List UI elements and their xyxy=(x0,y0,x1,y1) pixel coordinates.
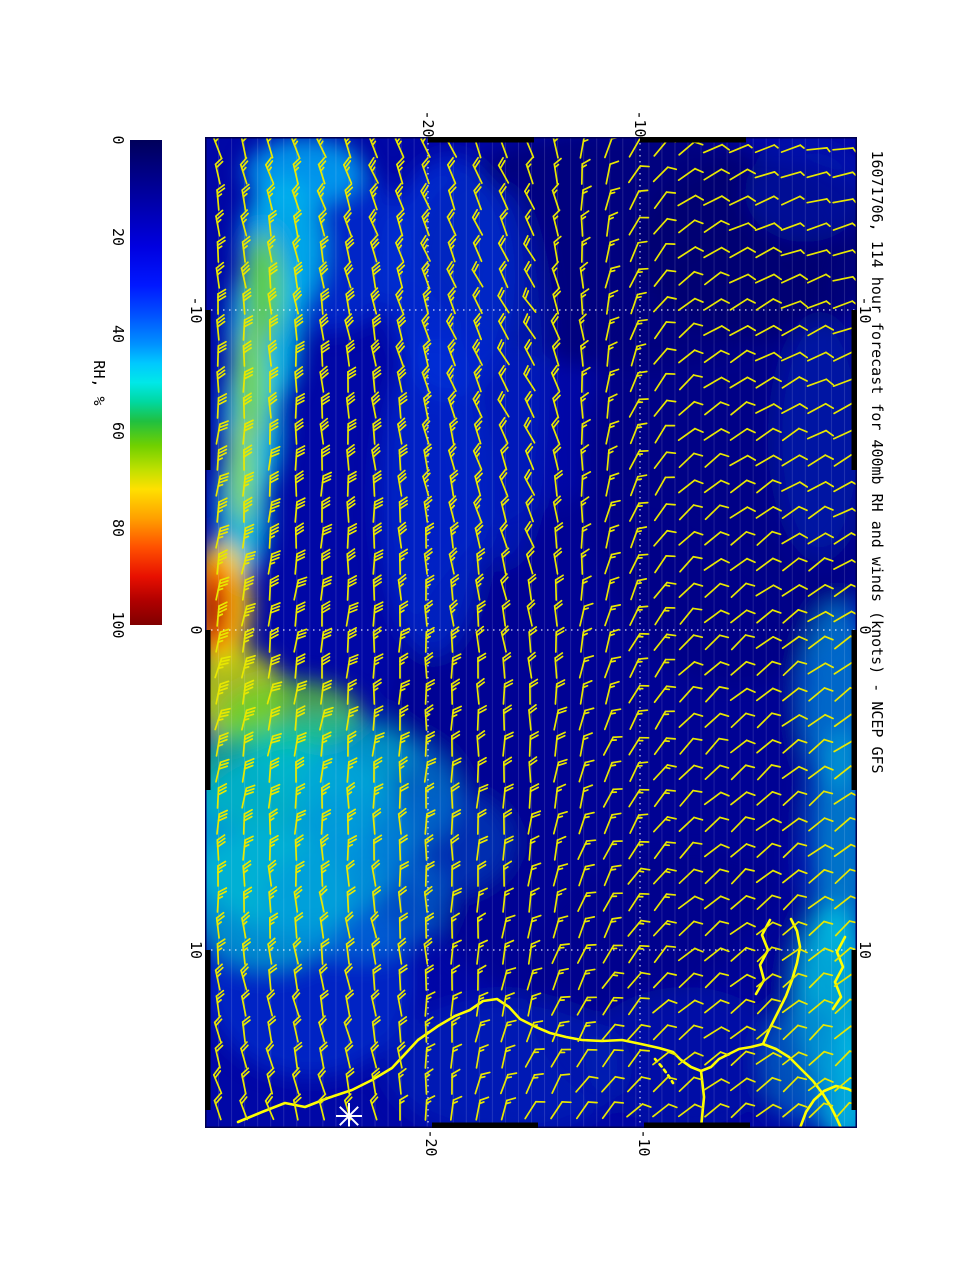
colorbar-tick-label: 80 xyxy=(109,518,127,538)
colorbar-tick-label: 40 xyxy=(109,324,127,344)
axis-tick-right: -10 xyxy=(856,296,874,324)
city-marker-star xyxy=(336,1103,362,1128)
axis-tick-top: -20 xyxy=(419,110,437,138)
colorbar-tick-label: 20 xyxy=(109,227,127,247)
axis-tick-top: -10 xyxy=(631,110,649,138)
gridlines xyxy=(205,137,857,1128)
weather-map xyxy=(205,137,857,1128)
colorbar-tick-label: 100 xyxy=(109,611,127,639)
colorbar-axis-label: RH, % xyxy=(90,360,108,406)
axis-tick-right: 10 xyxy=(856,940,874,960)
figure-title: 16071706, 114 hour forecast for 400mb RH… xyxy=(868,150,886,774)
axis-tick-left: 10 xyxy=(187,940,205,960)
colorbar-gradient xyxy=(130,140,162,625)
colorbar-tick-label: 60 xyxy=(109,421,127,441)
axis-tick-bottom: -10 xyxy=(635,1129,653,1157)
axis-tick-left: -10 xyxy=(187,296,205,324)
graticule-minor xyxy=(205,137,857,1128)
axis-tick-right: 0 xyxy=(856,625,874,635)
colorbar-tick-label: 0 xyxy=(109,135,127,145)
frame-tick-bands xyxy=(205,137,857,1128)
axis-tick-bottom: -20 xyxy=(422,1129,440,1157)
wind-barbs-layer xyxy=(212,137,857,1121)
axis-tick-left: 0 xyxy=(187,625,205,635)
